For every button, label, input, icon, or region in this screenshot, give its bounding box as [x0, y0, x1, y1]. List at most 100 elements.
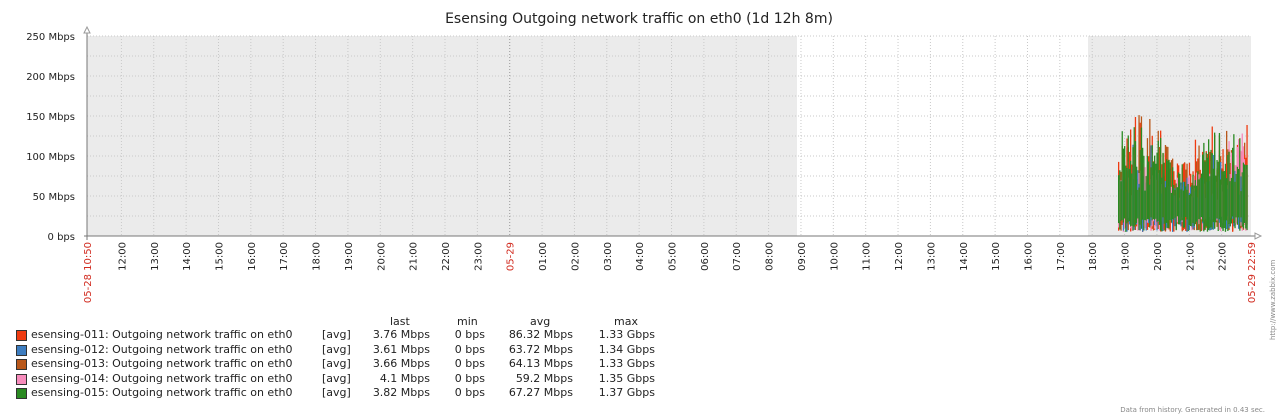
bar-sample	[1166, 159, 1167, 223]
legend-series-name: esensing-011: Outgoing network traffic o…	[31, 328, 292, 341]
bar-sample	[1164, 163, 1165, 224]
x-tick-label: 17:00	[279, 242, 290, 271]
bar-sample	[1150, 167, 1151, 217]
bar-sample	[1149, 185, 1150, 228]
x-tick-label: 13:00	[926, 242, 937, 271]
bar-sample	[1197, 171, 1198, 230]
bar-sample	[1192, 175, 1193, 223]
x-tick-label: 06:00	[700, 242, 711, 271]
bar-sample	[1140, 150, 1141, 225]
x-tick-label: 21:00	[1185, 242, 1196, 271]
legend-max: 1.37 Gbps	[565, 386, 655, 399]
bar-sample	[1246, 165, 1247, 230]
bar-sample	[1180, 189, 1181, 220]
bar-sample	[1244, 164, 1245, 223]
bar-sample	[1208, 139, 1209, 230]
x-tick-label: 04:00	[635, 242, 646, 271]
legend-max: 1.35 Gbps	[565, 372, 655, 385]
bar-sample	[1141, 128, 1142, 229]
bar-sample	[1236, 174, 1237, 217]
y-tick-label: 100 Mbps	[26, 152, 75, 163]
x-tick-label: 10:00	[829, 242, 840, 271]
bar-sample	[1174, 190, 1175, 218]
legend-max: 1.33 Gbps	[565, 357, 655, 370]
bar-sample	[1138, 188, 1139, 231]
bar-sample	[1156, 153, 1157, 222]
bar-sample	[1137, 190, 1138, 219]
bar-sample	[1125, 166, 1126, 232]
legend-series-name: esensing-014: Outgoing network traffic o…	[31, 372, 292, 385]
legend-swatch	[16, 374, 27, 385]
chart-title: Esensing Outgoing network traffic on eth…	[445, 11, 833, 27]
bar-sample	[1154, 156, 1155, 220]
legend-swatch	[16, 388, 27, 399]
y-tick-label: 150 Mbps	[26, 112, 75, 123]
legend-series-name: esensing-013: Outgoing network traffic o…	[31, 357, 292, 370]
bar-sample	[1230, 181, 1231, 226]
bar-sample	[1134, 127, 1135, 226]
bar-sample	[1142, 148, 1143, 220]
x-tick-label: 20:00	[376, 242, 387, 271]
bar-sample	[1216, 160, 1217, 218]
bar-sample	[1219, 133, 1220, 219]
watermark: http://www.zabbix.com	[1269, 260, 1277, 340]
legend-swatch	[16, 359, 27, 370]
bar-sample	[1167, 161, 1168, 228]
x-tick-label: 18:00	[312, 242, 323, 271]
bar-sample	[1155, 164, 1156, 219]
x-tick-label: 22:00	[441, 242, 452, 271]
x-tick-label: 01:00	[538, 242, 549, 271]
bar-sample	[1237, 167, 1238, 224]
bar-sample	[1182, 164, 1183, 220]
legend-min: 0 bps	[395, 357, 485, 370]
x-tick-label: 05-28 10:50	[83, 242, 94, 303]
bar-sample	[1242, 172, 1243, 227]
bar-sample	[1184, 182, 1185, 228]
bar-sample	[1152, 145, 1153, 220]
bar-sample	[1243, 163, 1244, 229]
x-tick-label: 14:00	[959, 242, 970, 271]
bar-sample	[1245, 165, 1246, 229]
bar-sample	[1239, 139, 1240, 231]
bar-sample	[1231, 178, 1232, 224]
y-tick-label: 200 Mbps	[26, 72, 75, 83]
y-tick-label: 0 bps	[48, 232, 75, 243]
x-tick-label: 05-29	[506, 242, 517, 271]
x-axis-arrow	[1255, 233, 1261, 239]
y-tick-label: 50 Mbps	[33, 192, 75, 203]
bar-sample	[1153, 162, 1154, 219]
bar-sample	[1191, 185, 1192, 226]
bar-sample	[1186, 190, 1187, 220]
legend-header-max: max	[614, 315, 638, 328]
x-tick-label: 08:00	[765, 242, 776, 271]
bar-sample	[1232, 148, 1233, 217]
bar-sample	[1120, 181, 1121, 221]
bar-sample	[1143, 156, 1144, 231]
bar-sample	[1185, 186, 1186, 217]
bar-sample	[1200, 178, 1201, 232]
x-tick-label: 22:00	[1218, 242, 1229, 271]
bar-sample	[1118, 175, 1119, 223]
bar-sample	[1225, 164, 1226, 232]
bar-sample	[1130, 161, 1131, 227]
bar-sample	[1122, 131, 1123, 220]
bar-sample	[1213, 169, 1214, 222]
bar-sample	[1136, 167, 1137, 223]
bar-sample	[1126, 168, 1127, 224]
bar-sample	[1160, 138, 1161, 231]
legend-min: 0 bps	[395, 386, 485, 399]
bar-sample	[1146, 176, 1147, 221]
bar-sample	[1238, 169, 1239, 217]
legend-avg: 63.72 Mbps	[483, 343, 573, 356]
bar-sample	[1234, 182, 1235, 228]
bar-sample	[1135, 141, 1136, 225]
legend-swatch	[16, 345, 27, 356]
bar-sample	[1220, 179, 1221, 227]
bar-sample	[1147, 156, 1148, 219]
bar-sample	[1215, 176, 1216, 223]
bar-sample	[1144, 191, 1145, 220]
bar-sample	[1212, 153, 1213, 229]
bar-sample	[1214, 133, 1215, 229]
bar-sample	[1183, 191, 1184, 228]
legend-series-name: esensing-015: Outgoing network traffic o…	[31, 386, 292, 399]
